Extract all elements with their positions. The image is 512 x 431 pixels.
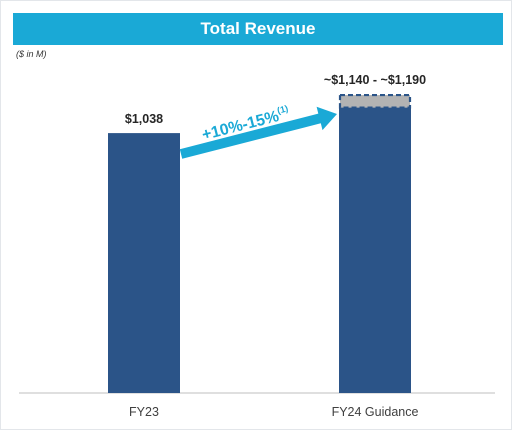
units-label: ($ in M) xyxy=(16,49,47,59)
chart-title-bar: Total Revenue xyxy=(13,13,503,45)
data-label-0: $1,038 xyxy=(125,112,163,126)
guidance-range-box xyxy=(338,93,412,109)
bar-1 xyxy=(339,107,411,394)
bar-0 xyxy=(108,133,180,393)
growth-footnote: (1) xyxy=(276,103,289,115)
chart-title: Total Revenue xyxy=(200,19,316,38)
category-label-0: FY23 xyxy=(129,405,159,419)
category-label-1: FY24 Guidance xyxy=(332,405,419,419)
growth-arrow xyxy=(179,106,337,159)
data-label-1: ~$1,140 - ~$1,190 xyxy=(324,73,426,87)
